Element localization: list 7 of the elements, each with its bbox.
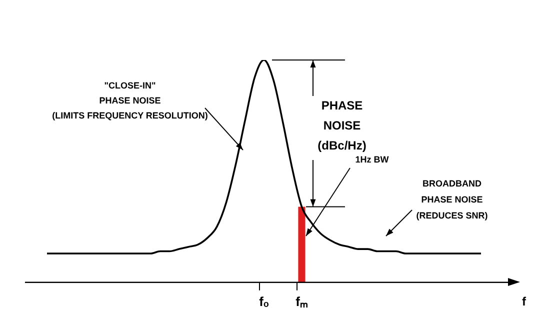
x-tick-label: fₘ (296, 294, 308, 309)
annotation: PHASE NOISE (dBc/Hz) (318, 98, 366, 152)
x-tick-label: fₒ (259, 294, 270, 309)
x-axis-title: f (522, 294, 527, 309)
annotation: 1Hz BW (355, 154, 390, 164)
annotation: "CLOSE-IN" PHASE NOISE (LIMITS FREQUENCY RESOLUTION) (52, 80, 208, 120)
annotation: BROADBAND PHASE NOISE (REDUCES SNR) (416, 178, 488, 220)
